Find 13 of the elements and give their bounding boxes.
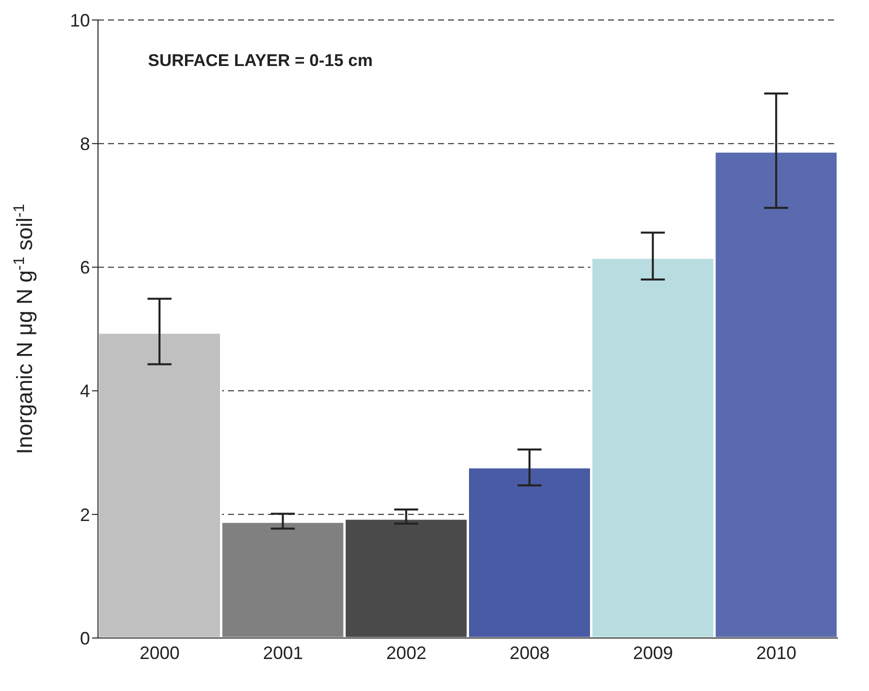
y-tick-label: 0 xyxy=(80,628,90,648)
x-tick-label: 2009 xyxy=(632,642,674,663)
x-tick-label: 2001 xyxy=(262,642,304,663)
annotation: SURFACE LAYER = 0-15 cm xyxy=(148,51,373,70)
x-tick-label: 2008 xyxy=(510,642,550,663)
x-tick-label: 2000 xyxy=(140,642,180,663)
x-tick-label: 2002 xyxy=(386,642,426,663)
y-tick-label: 4 xyxy=(80,381,90,402)
y-tick-label: 8 xyxy=(80,134,90,154)
y-tick-label: 2 xyxy=(80,504,90,525)
y-tick-label: 6 xyxy=(80,258,90,278)
y-tick-label: 10 xyxy=(70,10,90,30)
x-tick-label: 2010 xyxy=(756,642,796,663)
